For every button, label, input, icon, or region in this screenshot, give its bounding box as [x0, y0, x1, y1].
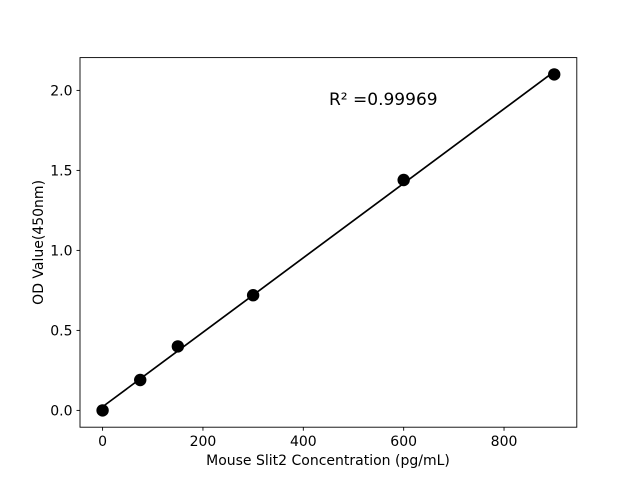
y-tick-label: 1.5: [50, 163, 72, 179]
y-tick-label: 2.0: [50, 83, 72, 99]
r-squared-annotation: R² =0.99969: [329, 90, 438, 110]
data-point: [171, 340, 185, 353]
y-tick-label: 1.0: [50, 243, 72, 259]
data-series-layer: [96, 68, 561, 417]
data-point: [134, 373, 147, 387]
data-point: [397, 173, 410, 187]
axes-frame: [79, 57, 578, 428]
x-tick-label: 800: [491, 434, 518, 450]
x-tick-label: 200: [190, 434, 217, 450]
x-tick-label: 400: [290, 434, 317, 450]
data-point: [96, 404, 109, 417]
y-axis-label: OD Value(450nm): [31, 180, 47, 305]
y-tick-label: 0.5: [50, 323, 72, 339]
ticks-layer: 0 200 400 600 800 0.0 0.5 1.0 1.5 2.0: [50, 83, 517, 450]
y-tick-label: 0.0: [50, 403, 72, 419]
data-point: [548, 68, 561, 81]
x-tick-label: 600: [390, 434, 417, 450]
data-point: [246, 289, 260, 302]
x-axis-label: Mouse Slit2 Concentration (pg/mL): [206, 453, 450, 469]
x-tick-label: 0: [98, 434, 107, 450]
fit-line: [101, 70, 556, 408]
